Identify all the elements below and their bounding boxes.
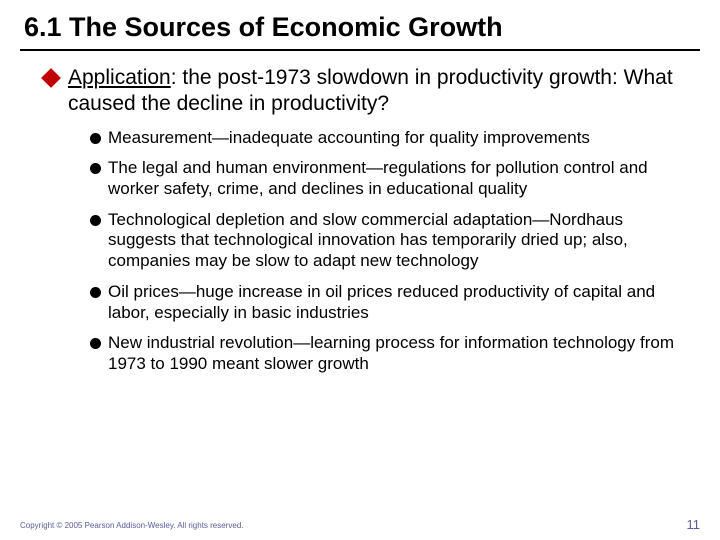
level1-bullet: Application: the post-1973 slowdown in p… <box>44 65 680 118</box>
disc-icon <box>90 287 101 298</box>
disc-icon <box>90 133 101 144</box>
copyright-text: Copyright © 2005 Pearson Addison-Wesley.… <box>20 521 244 530</box>
level1-underline: Application <box>68 66 171 89</box>
level2-text: The legal and human environment—regulati… <box>108 158 676 199</box>
level2-bullet: Technological depletion and slow commerc… <box>90 210 676 272</box>
level2-text: Technological depletion and slow commerc… <box>108 210 676 272</box>
disc-icon <box>90 215 101 226</box>
level2-bullet: Measurement—inadequate accounting for qu… <box>90 128 676 149</box>
slide-title: 6.1 The Sources of Economic Growth <box>20 12 700 51</box>
disc-icon <box>90 163 101 174</box>
level2-bullet: Oil prices—huge increase in oil prices r… <box>90 282 676 323</box>
diamond-icon <box>41 68 61 88</box>
level2-text: New industrial revolution—learning proce… <box>108 333 676 374</box>
level2-bullet: New industrial revolution—learning proce… <box>90 333 676 374</box>
slide-container: 6.1 The Sources of Economic Growth Appli… <box>0 0 720 540</box>
level2-text: Oil prices—huge increase in oil prices r… <box>108 282 676 323</box>
level1-text: Application: the post-1973 slowdown in p… <box>68 65 680 118</box>
level2-bullet: The legal and human environment—regulati… <box>90 158 676 199</box>
page-number: 11 <box>687 517 701 532</box>
disc-icon <box>90 338 101 349</box>
level2-text: Measurement—inadequate accounting for qu… <box>108 128 590 149</box>
